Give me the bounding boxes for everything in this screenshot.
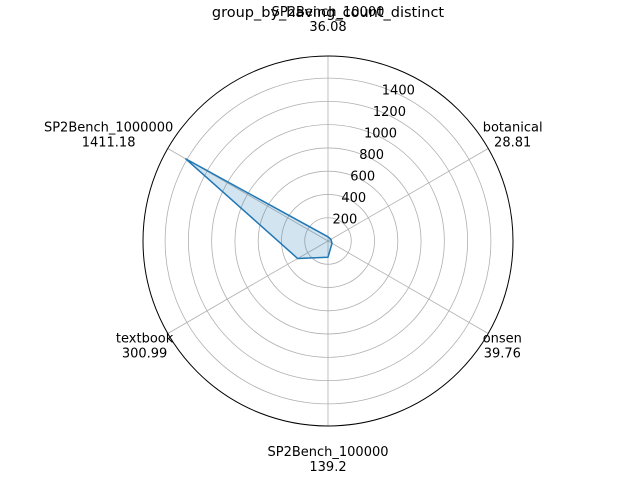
value-label: 300.99: [122, 347, 168, 362]
category-label: onsen: [483, 332, 522, 347]
value-label: 139.2: [309, 460, 346, 475]
axis-spoke: [327, 240, 489, 334]
value-label: 36.08: [309, 20, 346, 35]
radial-tick-label: 1000: [364, 127, 397, 142]
category-label: textbook: [116, 332, 174, 347]
axis-spoke: [167, 240, 329, 334]
radial-tick-label: 400: [341, 191, 366, 206]
series-layer: [185, 158, 333, 260]
value-label: 39.76: [484, 347, 521, 362]
radial-grid: [142, 55, 514, 427]
polar-frame: [142, 55, 514, 427]
value-label: 1411.18: [82, 136, 136, 151]
axis-labels: 200 400 600 800 1000 1200 1400 SP2Bench_1000036…: [44, 5, 543, 475]
radial-tick-label: 800: [359, 148, 384, 163]
category-label: SP2Bench_100000: [267, 445, 388, 460]
value-label: 28.81: [494, 136, 531, 151]
category-label: SP2Bench_1000000: [44, 121, 173, 136]
radial-tick-label: 200: [332, 213, 357, 228]
axis-spoke: [327, 148, 489, 242]
category-label: botanical: [483, 121, 543, 136]
series-area: [185, 158, 333, 259]
radial-tick-label: 1200: [373, 105, 406, 120]
radial-tick-label: 1400: [382, 84, 415, 99]
category-label: SP2Bench_10000: [272, 5, 385, 20]
radial-tick-label: 600: [350, 170, 375, 185]
chart-title: group_by_having_count_distinct: [212, 5, 445, 21]
